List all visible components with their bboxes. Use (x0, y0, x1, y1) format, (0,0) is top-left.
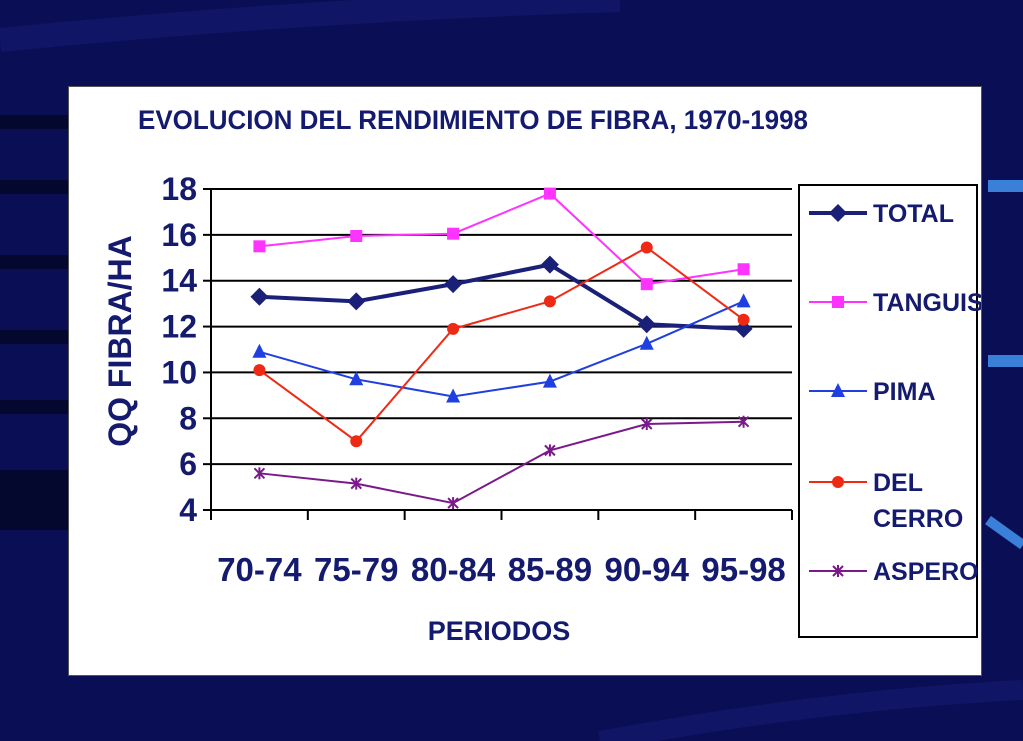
legend-marker-aspero (832, 565, 844, 577)
legend-marker-del-cerro (832, 476, 844, 488)
data-point-del-cerro-85-89 (543, 295, 556, 308)
y-tick-label-4: 4 (179, 492, 197, 528)
x-tick-label-80-84: 80-84 (411, 551, 496, 588)
data-point-aspero-70-74 (253, 467, 266, 480)
data-point-pima-70-74 (252, 343, 267, 358)
data-point-aspero-75-79 (350, 477, 362, 490)
x-tick-label-85-89: 85-89 (508, 551, 592, 588)
series-line-total (259, 262, 744, 331)
x-tick-label-70-74: 70-74 (217, 551, 302, 588)
x-tick-label-95-98: 95-98 (701, 551, 785, 588)
data-point-total-80-84 (444, 275, 463, 294)
y-tick-label-16: 16 (161, 217, 197, 253)
legend-label-del-cerro: DEL CERRO (873, 469, 963, 533)
data-point-total-85-89 (540, 255, 559, 274)
legend-marker-pima (831, 383, 845, 397)
data-point-tanguis-95-98 (737, 263, 750, 276)
data-point-aspero-95-98 (737, 415, 750, 428)
data-point-aspero-90-94 (641, 418, 653, 431)
y-tick-label-18: 18 (161, 171, 197, 207)
series-line-aspero (259, 420, 744, 505)
data-point-del-cerro-80-84 (447, 322, 460, 335)
legend-label-total: TOTAL (873, 200, 954, 228)
series-line-pima (259, 300, 744, 398)
y-tick-label-6: 6 (179, 446, 197, 482)
legend-marker-total (829, 204, 847, 222)
data-point-total-90-94 (637, 315, 656, 334)
data-point-del-cerro-75-79 (350, 435, 363, 448)
legend: TOTAL TANGUIS PIMA DEL CERRO ASPERO (798, 184, 981, 638)
series-layer (250, 187, 753, 510)
data-point-aspero-85-89 (544, 444, 556, 457)
data-point-pima-90-94 (639, 335, 654, 350)
y-tick-label-14: 14 (161, 263, 197, 299)
data-point-pima-85-89 (542, 373, 557, 388)
data-point-pima-80-84 (446, 388, 461, 403)
data-point-tanguis-75-79 (350, 230, 363, 243)
legend-label-tanguis: TANGUIS (873, 289, 981, 317)
data-point-del-cerro-95-98 (737, 313, 750, 326)
legend-label-pima: PIMA (873, 378, 936, 406)
chart-title: EVOLUCION DEL RENDIMIENTO DE FIBRA, 1970… (138, 105, 808, 135)
y-tick-label-12: 12 (161, 309, 197, 345)
data-point-tanguis-85-89 (543, 187, 556, 200)
legend-label-aspero: ASPERO (873, 558, 979, 586)
data-point-pima-75-79 (349, 371, 364, 386)
data-point-tanguis-70-74 (253, 240, 266, 253)
data-point-tanguis-80-84 (447, 227, 460, 240)
line-chart: EVOLUCION DEL RENDIMIENTO DE FIBRA, 1970… (102, 105, 981, 646)
chart-card: EVOLUCION DEL RENDIMIENTO DE FIBRA, 1970… (68, 86, 982, 676)
x-axis-label: PERIODOS (428, 616, 571, 646)
data-point-del-cerro-90-94 (640, 241, 653, 254)
legend-box (798, 184, 978, 638)
x-tick-label-90-94: 90-94 (605, 551, 690, 588)
data-point-del-cerro-70-74 (253, 364, 266, 377)
y-tick-label-8: 8 (179, 400, 197, 436)
series-line-tanguis (259, 192, 744, 286)
data-point-pima-95-98 (736, 293, 751, 308)
y-axis-label: QQ FIBRA/HA (102, 235, 138, 447)
series-line-del-cerro (258, 246, 745, 443)
x-tick-label-75-79: 75-79 (314, 551, 398, 588)
legend-marker-tanguis (832, 296, 844, 308)
data-point-aspero-80-84 (447, 497, 459, 510)
data-point-total-75-79 (347, 292, 366, 311)
data-point-total-95-98 (734, 319, 753, 338)
data-point-tanguis-90-94 (640, 278, 653, 291)
y-tick-label-10: 10 (161, 354, 197, 390)
axes: 4 6 8 10 12 14 16 18 70-74 75-79 80-84 85-89 90-94 95… (161, 171, 793, 588)
data-point-total-70-74 (250, 287, 269, 306)
